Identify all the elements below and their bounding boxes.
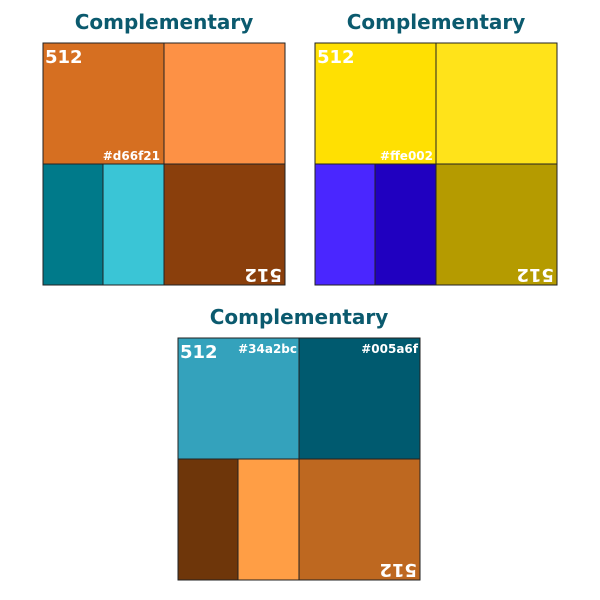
number-label: 512 [180,342,218,363]
panel-border [42,42,286,286]
number-label: 512 [317,47,355,68]
color-swatch [298,458,421,581]
color-swatch [298,337,421,460]
number-label: 512 [45,47,83,68]
color-swatch [42,163,104,286]
panel-title: Complementary [347,10,526,34]
color-swatch [237,458,300,581]
color-swatch [374,163,437,286]
color-swatch [163,42,286,165]
number-label-rotated: 512 [244,264,282,285]
number-label-rotated: 512 [516,264,554,285]
color-swatch [177,337,300,460]
color-swatch [102,163,165,286]
color-swatch [42,42,165,165]
color-swatch [314,163,376,286]
hex-label: #d66f21 [103,149,160,163]
panel-title: Complementary [75,10,254,34]
hex-label: #ffe002 [380,149,433,163]
panel-border [314,42,558,286]
panel-title: Complementary [210,305,389,329]
number-label-rotated: 512 [379,559,417,580]
color-swatch [435,42,558,165]
panel-border [177,337,421,581]
color-swatch [177,458,239,581]
hex-label: #34a2bc [238,342,297,356]
color-swatch [435,163,558,286]
hex-label: #005a6f [361,342,419,356]
color-swatch [163,163,286,286]
